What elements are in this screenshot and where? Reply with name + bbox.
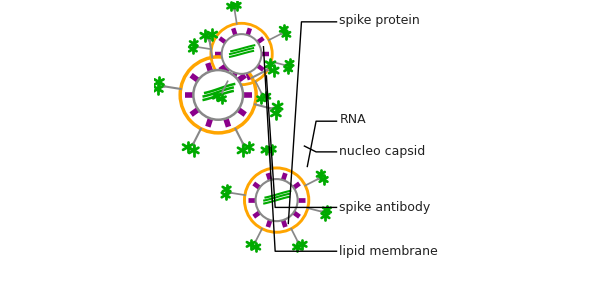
Text: spike protein: spike protein: [340, 14, 420, 27]
Text: spike antibody: spike antibody: [340, 201, 431, 214]
Text: nucleo capsid: nucleo capsid: [340, 145, 426, 158]
Text: RNA: RNA: [340, 113, 366, 126]
Circle shape: [193, 70, 243, 120]
Circle shape: [221, 34, 262, 74]
Circle shape: [256, 179, 298, 221]
Text: lipid membrane: lipid membrane: [340, 245, 438, 258]
